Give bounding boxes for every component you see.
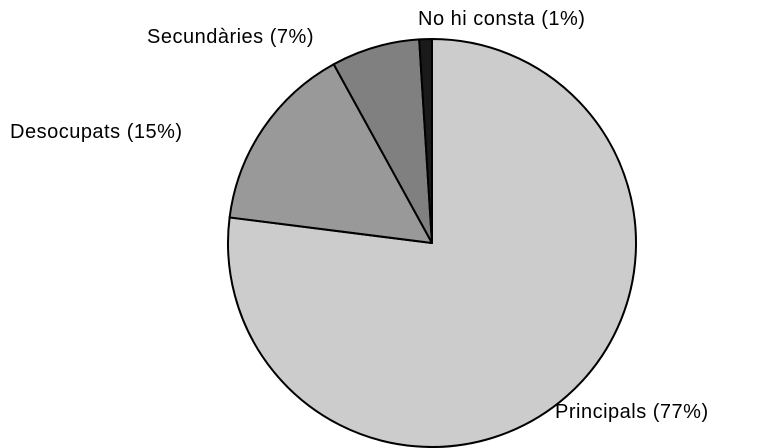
category-label: No hi consta (418, 8, 536, 30)
slice-label: No hi consta (1%) (418, 8, 585, 30)
value-label: (1%) (541, 8, 585, 30)
category-label: Desocupats (10, 121, 121, 143)
pie-slice (418, 38, 433, 244)
category-label: Secundàries (147, 26, 264, 48)
value-label: (7%) (270, 26, 314, 48)
slice-label: Desocupats (15%) (10, 121, 183, 143)
slice-label: Secundàries (7%) (147, 26, 314, 48)
value-label: (15%) (127, 121, 183, 143)
category-label: Principals (555, 401, 647, 423)
slice-label: Principals (77%) (555, 401, 709, 423)
pie-slice (228, 63, 433, 244)
value-label: (77%) (653, 401, 709, 423)
